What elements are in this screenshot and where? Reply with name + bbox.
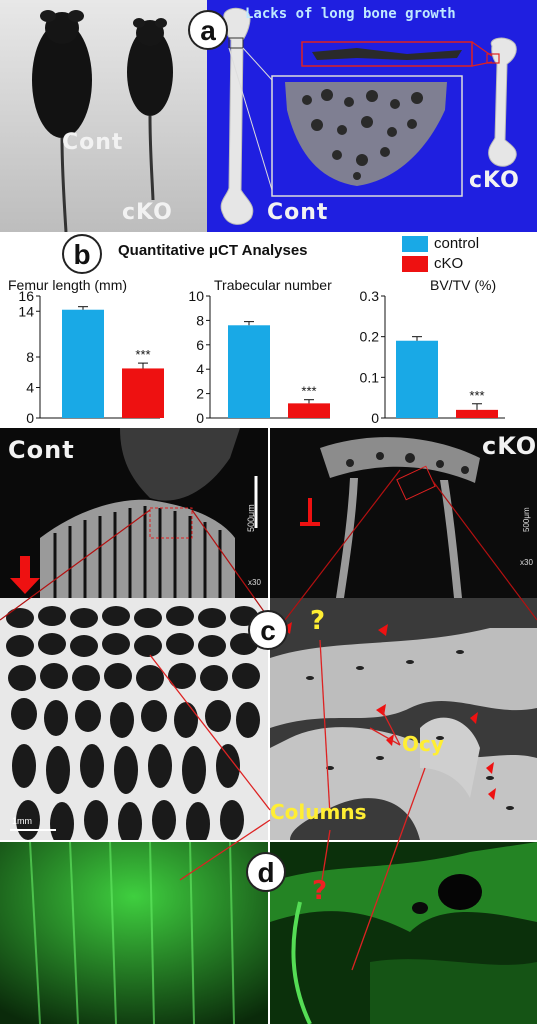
panel-label-d: d: [246, 852, 286, 892]
chart-title-1: Trabecular number: [214, 277, 332, 293]
sem-image-cko: [300, 437, 480, 598]
chart-tick-label-0-1: 4: [26, 380, 34, 396]
chart-tick-label-1-3: 6: [196, 337, 204, 353]
chart-tick-label-0-0: 0: [26, 410, 34, 426]
chart-tick-label-0-4: 16: [18, 288, 34, 304]
mag-image-cko: [270, 598, 537, 840]
sem-label-cko: cKO: [482, 432, 537, 460]
legend-swatch-control: [402, 236, 428, 252]
chart-tick-label-1-0: 0: [196, 410, 204, 426]
chart-tick-label-0-3: 14: [18, 303, 34, 319]
legend-swatch-cko: [402, 256, 428, 272]
photo-label-cko: cKO: [122, 200, 173, 225]
fluor-image-cko: [270, 842, 537, 1024]
chart-tick-label-2-1: 0.1: [360, 369, 380, 385]
chart-tick-label-2-0: 0: [371, 410, 379, 426]
legend-label-cko: cKO: [434, 255, 464, 272]
question-mark-d: ?: [312, 876, 328, 906]
panel-b-charts: b Quantitative μCT Analyses control cKO …: [0, 232, 537, 428]
chart-tick-label-1-2: 4: [196, 361, 204, 377]
columns-label: Columns: [270, 800, 367, 824]
chart-tick-label-0-2: 8: [26, 349, 34, 365]
chart-significance-0: ***: [135, 347, 150, 362]
microct-label-cko: cKO: [469, 168, 520, 193]
chart-bar-2-0: [396, 340, 438, 418]
chart-bar-1-0: [228, 325, 270, 418]
microct-title: Lacks of long bone growth: [245, 6, 456, 22]
panel-label-b: b: [62, 234, 102, 274]
chart-significance-2: ***: [469, 388, 484, 403]
chart-bar-0-0: [62, 309, 104, 418]
chart-bar-2-1: [456, 409, 498, 418]
chart-bar-1-1: [288, 403, 330, 418]
panel-a-photo: Cont cKO: [0, 0, 207, 232]
chart-tick-label-1-4: 8: [196, 312, 204, 328]
panel-c-sem-cko: cKO 500μm x30: [270, 428, 537, 598]
panel-label-a: a: [188, 10, 228, 50]
chart-title-2: BV/TV (%): [430, 277, 496, 293]
panel-a-microct: Lacks of long bone growth Cont cKO: [207, 0, 537, 232]
chart-tick-label-2-3: 0.3: [360, 288, 380, 304]
chart-title-0: Femur length (mm): [8, 277, 127, 293]
mice-photo: [0, 0, 207, 232]
scale-bar-label: 1mm: [12, 816, 32, 826]
panel-d-fluor-cko: [270, 842, 537, 1024]
panel-d-fluor-cont: [0, 842, 268, 1024]
chart-tick-label-2-2: 0.2: [360, 329, 380, 345]
sem-label-cont: Cont: [8, 436, 75, 464]
panel-c-sem-cont: Cont 500μm x30: [0, 428, 268, 598]
sem-image-cont: [10, 428, 258, 598]
chart-significance-1: ***: [301, 384, 316, 399]
microct-render: [220, 7, 517, 225]
chart-tick-label-1-1: 2: [196, 386, 204, 402]
mag-image-cont: [0, 598, 268, 840]
panel-c-mag-cko: [270, 598, 537, 840]
ocy-label: Ocy: [402, 732, 444, 756]
mag-label-cko: x30: [520, 558, 533, 567]
fluor-image-cont: [0, 842, 268, 1024]
chart-bar-0-1: [122, 368, 164, 418]
panel-label-c: c: [248, 610, 288, 650]
chart-legend: control cKO: [402, 234, 532, 276]
legend-label-control: control: [434, 235, 480, 252]
chart-tick-label-1-5: 10: [188, 288, 204, 304]
microct-label-cont: Cont: [267, 200, 329, 225]
panel-c-mag-cont: 1mm: [0, 598, 268, 840]
photo-label-cont: Cont: [62, 130, 124, 155]
mag-label-cont: x30: [248, 578, 261, 587]
chart-panel-title: Quantitative μCT Analyses: [118, 242, 308, 259]
question-mark-c: ?: [310, 606, 326, 636]
